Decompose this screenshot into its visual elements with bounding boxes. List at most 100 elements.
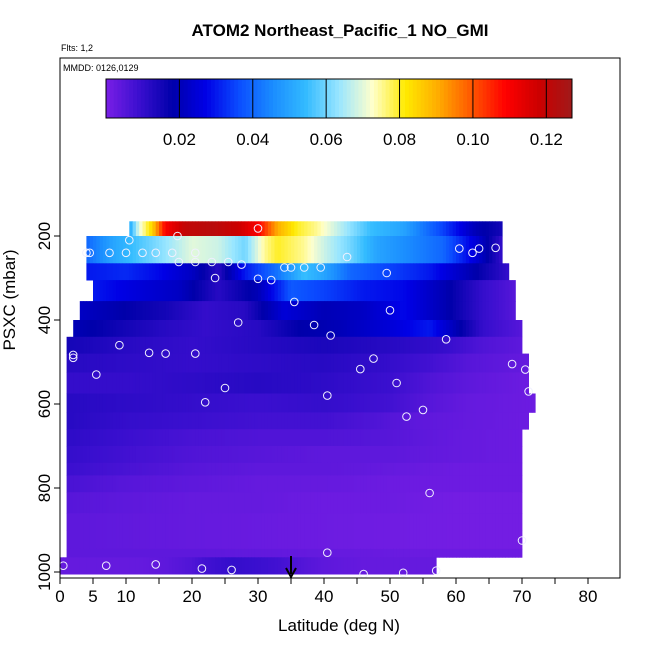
heatmap-cell	[264, 548, 269, 558]
heatmap-cell	[479, 263, 483, 281]
heatmap-cell	[439, 372, 444, 394]
heatmap-cell	[446, 492, 450, 514]
heatmap-cell	[489, 475, 493, 493]
heatmap-cell	[251, 475, 256, 493]
heatmap-cell	[284, 557, 289, 575]
heatmap-cell	[208, 221, 213, 237]
heatmap-cell	[73, 475, 77, 493]
heatmap-cell	[390, 320, 394, 338]
heatmap-cell	[281, 236, 285, 264]
heatmap-cell	[182, 557, 186, 575]
heatmap-cell	[475, 301, 480, 321]
heatmap-cell	[254, 372, 259, 394]
heatmap-cell	[218, 353, 223, 373]
heatmap-cell	[436, 429, 440, 447]
colorbar-segment	[350, 79, 356, 118]
heatmap-cell	[360, 336, 364, 354]
heatmap-cell	[281, 513, 285, 531]
colorbar-segment	[513, 79, 519, 118]
heatmap-cell	[327, 446, 331, 464]
heatmap-cell	[281, 372, 285, 394]
heatmap-cell	[198, 236, 203, 264]
heatmap-cell	[347, 513, 351, 531]
colorbar-segment	[148, 79, 154, 118]
heatmap-cell	[386, 530, 391, 550]
heatmap-cell	[495, 221, 500, 237]
heatmap-cell	[469, 280, 473, 302]
heatmap-cell	[297, 513, 302, 531]
heatmap-cell	[172, 221, 176, 237]
heatmap-cell	[192, 221, 196, 237]
heatmap-cell	[211, 429, 216, 447]
heatmap-cell	[102, 530, 107, 550]
heatmap-cell	[518, 353, 523, 373]
heatmap-cell	[446, 513, 450, 531]
heatmap-cell	[409, 236, 414, 264]
heatmap-cell	[122, 492, 127, 514]
heatmap-cell	[340, 263, 345, 281]
heatmap-cell	[159, 236, 163, 264]
heatmap-cell	[442, 263, 447, 281]
heatmap-cell	[340, 221, 345, 237]
heatmap-cell	[489, 492, 493, 514]
colorbar-segment	[455, 79, 460, 118]
heatmap-cell	[383, 475, 388, 493]
heatmap-cell	[456, 492, 460, 514]
heatmap-cell	[274, 393, 279, 413]
observation-point	[210, 273, 220, 283]
y-tick-label: 400	[35, 306, 54, 334]
colorbar-segment	[133, 79, 138, 118]
heatmap-cell	[307, 320, 312, 338]
heatmap-cell	[320, 475, 325, 493]
heatmap-cell	[66, 446, 71, 464]
heatmap-cell	[119, 320, 124, 338]
heatmap-cell	[274, 548, 279, 558]
heatmap-cell	[304, 462, 308, 476]
colorbar-segment	[113, 79, 119, 118]
heatmap-cell	[182, 353, 186, 373]
heatmap-cell	[439, 221, 444, 237]
heatmap-cell	[399, 353, 404, 373]
heatmap-cell	[347, 221, 351, 237]
heatmap-cell	[416, 462, 421, 476]
heatmap-cell	[413, 475, 417, 493]
heatmap-cell	[165, 475, 170, 493]
heatmap-cell	[241, 236, 246, 264]
heatmap-cell	[267, 557, 272, 575]
heatmap-cell	[99, 548, 104, 558]
heatmap-cell	[502, 412, 506, 430]
observation-point	[418, 405, 428, 415]
heatmap-cell	[307, 372, 312, 394]
heatmap-cell	[462, 446, 467, 464]
heatmap-cell	[472, 393, 477, 413]
heatmap-cell	[201, 462, 206, 476]
heatmap-cell	[291, 513, 295, 531]
heatmap-cell	[459, 475, 463, 493]
heatmap-cell	[307, 446, 312, 464]
heatmap-cell	[274, 492, 279, 514]
heatmap-cell	[215, 393, 219, 413]
heatmap-cell	[429, 301, 434, 321]
heatmap-cell	[155, 513, 160, 531]
heatmap-cell	[446, 475, 450, 493]
heatmap-cell	[360, 492, 364, 514]
heatmap-cell	[182, 492, 186, 514]
heatmap-cell	[274, 475, 279, 493]
heatmap-cell	[234, 336, 239, 354]
heatmap-cell	[518, 336, 523, 354]
heatmap-cell	[129, 221, 133, 237]
colorbar-segment	[544, 79, 550, 118]
heatmap-cell	[324, 301, 328, 321]
heatmap-cell	[502, 320, 506, 338]
heatmap-cell	[419, 372, 424, 394]
heatmap-cell	[238, 492, 242, 514]
heatmap-cell	[274, 412, 279, 430]
heatmap-cell	[155, 372, 160, 394]
heatmap-cell	[168, 412, 173, 430]
heatmap-cell	[112, 353, 117, 373]
heatmap-cell	[284, 280, 289, 302]
heatmap-cell	[129, 548, 133, 558]
heatmap-cell	[155, 301, 160, 321]
heatmap-cell	[363, 280, 368, 302]
heatmap-cell	[357, 393, 361, 413]
